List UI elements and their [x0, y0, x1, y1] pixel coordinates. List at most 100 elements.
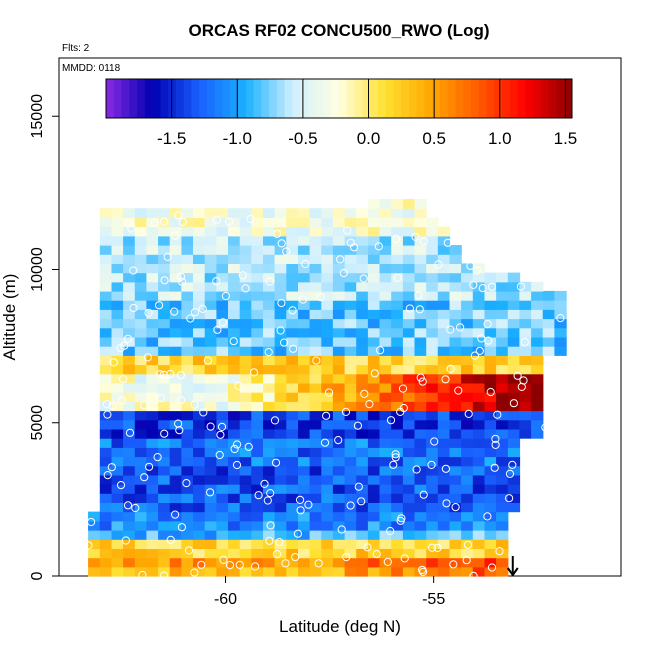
heatmap-cell [169, 410, 182, 421]
observation-point [346, 501, 355, 510]
heatmap-cell [379, 428, 392, 439]
heatmap-cell [391, 484, 404, 494]
heatmap-cell [367, 392, 381, 402]
heatmap-cell [216, 208, 229, 218]
heatmap-cell [496, 502, 509, 513]
heatmap-cell [402, 520, 416, 531]
heatmap-cell [298, 456, 311, 467]
heatmap-cell [472, 502, 486, 513]
heatmap-cell [367, 548, 381, 559]
observation-point [212, 215, 221, 224]
heatmap-cell [239, 447, 252, 458]
observation-point [428, 543, 437, 552]
heatmap-cell [437, 300, 451, 310]
observation-point [217, 422, 227, 431]
heatmap-cell [228, 410, 241, 421]
heatmap-cell [239, 290, 252, 301]
heatmap-cell [286, 548, 299, 559]
heatmap-cell [507, 493, 521, 503]
heatmap-cell [169, 336, 182, 347]
heatmap-cell [228, 300, 241, 310]
heatmap-cell [286, 235, 299, 246]
heatmap-cell [204, 290, 217, 301]
heatmap-cell [426, 272, 439, 283]
observation-point [419, 237, 429, 246]
heatmap-cell [274, 530, 287, 540]
heatmap-cell [321, 392, 334, 402]
heatmap-cell [298, 382, 311, 393]
observation-point [140, 401, 149, 410]
observation-point [177, 523, 186, 532]
heatmap-cell [309, 530, 322, 540]
observation-point [119, 375, 128, 384]
heatmap-cell [216, 309, 229, 320]
heatmap-cell [414, 548, 427, 559]
heatmap-cell [379, 364, 392, 375]
heatmap-cell [146, 465, 159, 476]
heatmap-cell [99, 327, 113, 338]
heatmap-cell [251, 493, 264, 503]
heatmap-cell [449, 346, 462, 356]
observation-point [343, 226, 352, 235]
observation-point [376, 346, 385, 355]
heatmap-cell [414, 428, 427, 439]
observation-point [353, 421, 362, 430]
heatmap-cell [111, 502, 124, 513]
observation-point [418, 377, 427, 386]
heatmap-cell [356, 290, 369, 301]
heatmap-cell [484, 410, 497, 421]
heatmap-cell [472, 474, 486, 485]
heatmap-cell [437, 447, 451, 458]
observation-point [405, 304, 414, 313]
observation-point [215, 450, 224, 460]
observation-point [483, 320, 492, 329]
observation-point [159, 571, 169, 580]
heatmap-cell [437, 493, 451, 503]
heatmap-cell [204, 474, 217, 485]
heatmap-cell [228, 539, 241, 549]
heatmap-cell [496, 566, 509, 577]
heatmap-cell [484, 557, 497, 568]
heatmap-cell [169, 438, 182, 448]
heatmap-cell [251, 263, 264, 274]
heatmap-cell [251, 272, 264, 283]
heatmap-cell [356, 557, 369, 568]
heatmap-cell [531, 327, 544, 338]
heatmap-cell [332, 474, 346, 485]
heatmap-cell [309, 419, 322, 430]
heatmap-cell [286, 493, 299, 503]
heatmap-cell [461, 530, 474, 540]
heatmap-cell [204, 566, 217, 577]
heatmap-cell [146, 263, 159, 274]
heatmap-cell [169, 502, 182, 513]
heatmap-cell [426, 419, 439, 430]
observation-point [411, 232, 420, 241]
heatmap-cell [251, 373, 264, 384]
heatmap-cell [309, 355, 322, 366]
heatmap-cell [99, 300, 113, 310]
heatmap-cell [449, 410, 462, 421]
heatmap-cell [134, 217, 148, 228]
heatmap-cell [367, 502, 381, 513]
observation-point [103, 471, 112, 480]
heatmap-cell [344, 373, 357, 384]
colorbar-swatch [424, 79, 433, 118]
heatmap-cell [344, 502, 357, 513]
heatmap-cell [123, 548, 136, 559]
heatmap-cell [379, 502, 392, 513]
heatmap-cell [169, 493, 182, 503]
heatmap-cell [356, 364, 369, 375]
heatmap-cell [146, 447, 159, 458]
observation-point [206, 488, 215, 497]
heatmap-cell [146, 392, 159, 402]
heatmap-cell [111, 300, 124, 310]
heatmap-cell [379, 263, 392, 274]
observation-point [469, 280, 478, 289]
heatmap-cell [344, 336, 357, 347]
heatmap-cell [274, 290, 287, 301]
heatmap-cell [321, 382, 334, 393]
observation-point [462, 556, 471, 565]
heatmap-cell [321, 447, 334, 458]
heatmap-cell [274, 318, 287, 329]
colorbar-swatch [129, 79, 138, 118]
